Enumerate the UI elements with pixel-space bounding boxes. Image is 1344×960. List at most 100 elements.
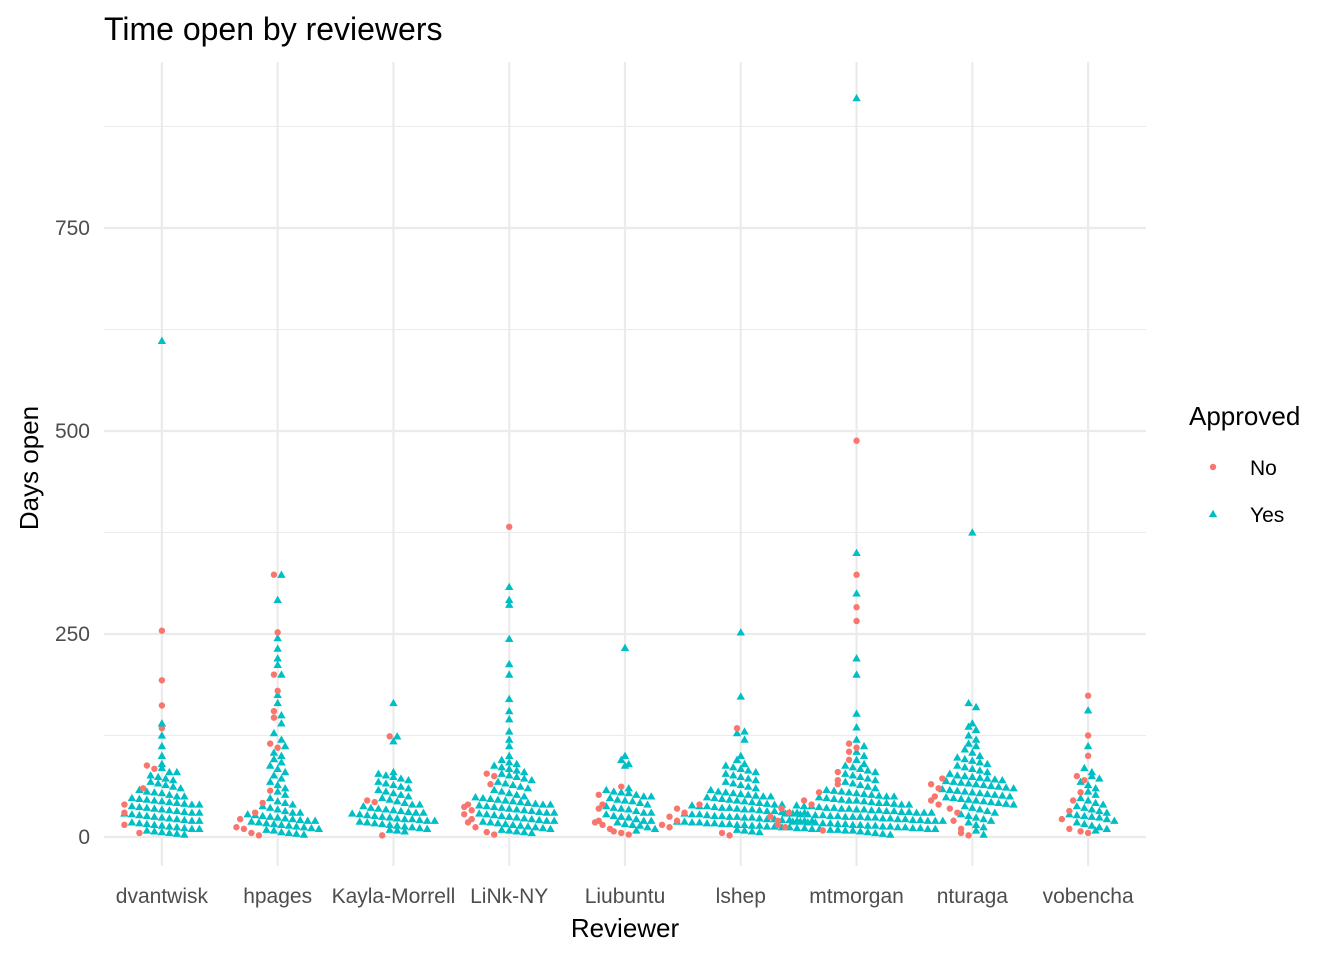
point-yes xyxy=(314,824,324,833)
point-yes xyxy=(916,823,925,832)
point-yes xyxy=(826,811,835,820)
point-no xyxy=(939,775,946,782)
point-yes xyxy=(729,762,738,771)
point-yes xyxy=(923,824,933,833)
legend-label: Yes xyxy=(1250,504,1284,527)
point-yes xyxy=(505,751,514,759)
point-yes xyxy=(695,810,704,818)
point-yes xyxy=(404,792,413,800)
point-yes xyxy=(871,821,880,829)
point-yes xyxy=(1091,790,1100,798)
point-yes xyxy=(512,772,521,781)
y-tick-label: 500 xyxy=(55,420,90,443)
point-yes xyxy=(187,800,197,808)
point-yes xyxy=(833,825,843,833)
point-yes xyxy=(157,827,167,836)
point-yes xyxy=(848,820,858,828)
point-yes xyxy=(938,816,948,824)
point-yes xyxy=(1098,800,1108,808)
point-yes xyxy=(814,802,824,811)
point-yes xyxy=(639,792,648,800)
point-yes xyxy=(960,754,970,763)
point-no xyxy=(270,707,278,715)
point-yes xyxy=(389,767,398,776)
point-no xyxy=(853,437,860,444)
point-yes xyxy=(1009,784,1018,792)
point-yes xyxy=(721,777,730,785)
point-yes xyxy=(280,784,290,792)
point-yes xyxy=(277,774,286,782)
point-yes xyxy=(859,759,869,768)
point-yes xyxy=(971,702,981,711)
point-yes xyxy=(725,812,734,820)
point-yes xyxy=(370,818,379,827)
point-yes xyxy=(165,767,174,776)
point-yes xyxy=(901,814,910,823)
point-yes xyxy=(303,816,312,824)
point-yes xyxy=(288,800,297,808)
point-yes xyxy=(407,814,417,823)
legend-label: No xyxy=(1250,457,1277,480)
point-yes xyxy=(979,814,988,823)
x-tick-label: lshep xyxy=(716,885,766,908)
point-yes xyxy=(478,817,488,825)
point-yes xyxy=(740,797,749,805)
point-yes xyxy=(871,813,880,821)
point-yes xyxy=(381,805,391,813)
point-yes xyxy=(639,816,648,824)
point-no xyxy=(151,765,158,772)
point-yes xyxy=(975,788,985,797)
point-yes xyxy=(874,791,884,799)
point-no xyxy=(785,809,793,816)
point-yes xyxy=(971,735,981,743)
point-no xyxy=(274,744,281,751)
point-yes xyxy=(994,782,1003,790)
point-no xyxy=(853,604,860,611)
point-yes xyxy=(501,819,510,828)
point-yes xyxy=(740,759,749,768)
x-axis-title: Reviewer xyxy=(571,913,680,943)
point-yes xyxy=(964,739,973,747)
point-no xyxy=(681,809,688,816)
point-yes xyxy=(975,773,985,781)
point-yes xyxy=(392,797,402,805)
point-yes xyxy=(968,719,977,727)
point-yes xyxy=(172,798,182,807)
x-tick-label: dvantwisk xyxy=(116,885,209,908)
point-yes xyxy=(837,795,846,803)
point-no xyxy=(491,772,498,780)
point-yes xyxy=(142,803,152,811)
point-yes xyxy=(848,779,858,787)
point-no xyxy=(274,629,281,636)
point-yes xyxy=(714,787,723,795)
point-yes xyxy=(990,790,1000,798)
point-yes xyxy=(512,759,521,768)
point-yes xyxy=(157,741,167,750)
point-yes xyxy=(400,798,409,807)
point-no xyxy=(472,824,479,831)
point-yes xyxy=(471,793,480,801)
point-yes xyxy=(811,818,820,826)
point-yes xyxy=(852,93,861,102)
point-yes xyxy=(497,825,506,833)
point-no xyxy=(266,787,274,794)
point-yes xyxy=(180,792,189,800)
point-yes xyxy=(165,828,174,837)
point-yes xyxy=(882,792,891,800)
point-yes xyxy=(762,822,772,830)
point-yes xyxy=(150,788,159,796)
point-yes xyxy=(512,813,521,821)
point-yes xyxy=(142,826,152,834)
point-yes xyxy=(624,788,633,797)
point-yes xyxy=(505,582,514,591)
point-yes xyxy=(505,788,514,797)
point-yes xyxy=(180,823,189,832)
point-no xyxy=(371,798,378,806)
point-yes xyxy=(135,785,144,794)
point-yes xyxy=(717,819,727,828)
point-no xyxy=(143,762,151,769)
point-yes xyxy=(392,826,402,834)
point-yes xyxy=(1072,818,1082,826)
point-no xyxy=(1069,797,1077,804)
point-no xyxy=(461,811,468,818)
